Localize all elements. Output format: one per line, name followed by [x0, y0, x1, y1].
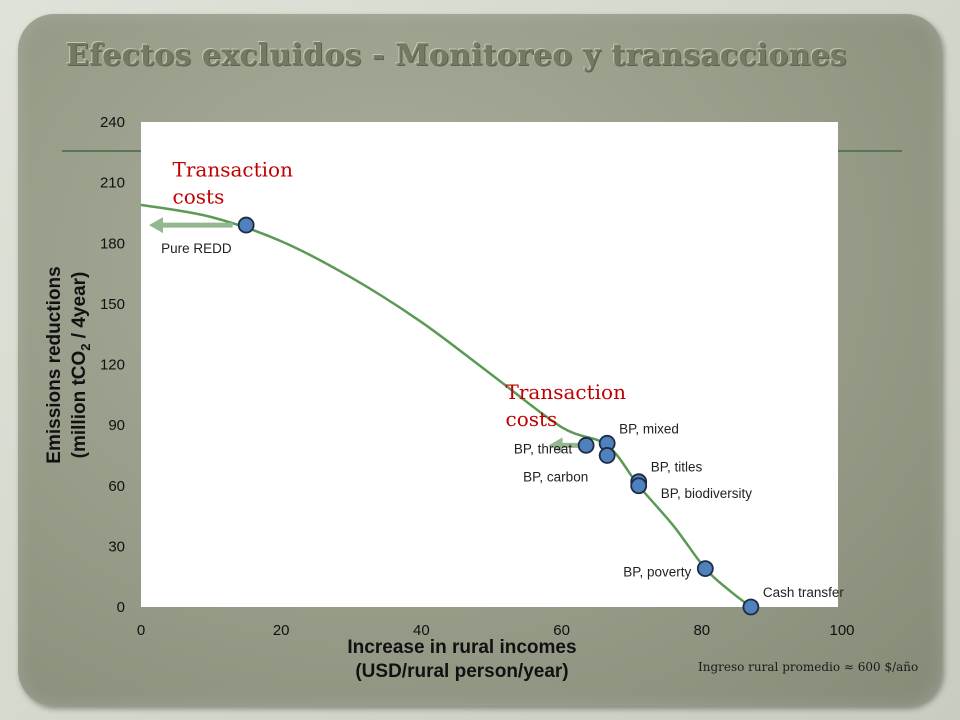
x-tick-label: 60	[553, 622, 570, 639]
y-tick-label: 150	[100, 296, 125, 313]
y-tick-labels: 0 30 60 90 120 150 180 210 240	[100, 114, 125, 616]
data-point	[742, 598, 760, 616]
point-label: Cash transfer	[763, 585, 845, 600]
annotation-transaction-costs-line2: costs	[506, 407, 558, 431]
data-point	[237, 216, 255, 234]
y-axis-units-subscript: 2	[78, 343, 93, 350]
x-tick-label: 0	[137, 622, 145, 639]
slide-title: Efectos excluidos - Monitoreo y transacc…	[66, 38, 847, 73]
annotation-transaction-costs: Transaction	[506, 380, 627, 404]
y-tick-label: 0	[117, 599, 125, 616]
y-tick-label: 240	[100, 114, 125, 131]
y-axis-label-units: (million tCO2 / 4year)	[69, 272, 93, 459]
annotation-transaction-costs: Transaction	[173, 158, 294, 182]
transaction-cost-arrow-head	[149, 217, 163, 234]
footnote-average-rural-income: Ingreso rural promedio ≈ 600 $/año	[698, 660, 919, 674]
y-tick-label: 90	[108, 417, 125, 434]
x-axis-label: Increase in rural incomes	[347, 637, 576, 658]
point-label: BP, poverty	[623, 565, 691, 580]
y-tick-label: 180	[100, 235, 125, 252]
point-label: Pure REDD	[161, 241, 232, 256]
points-layer	[237, 216, 760, 616]
x-axis-label-units: (USD/rural person/year)	[355, 661, 568, 682]
x-tick-label: 100	[829, 622, 854, 639]
point-label: BP, carbon	[523, 469, 588, 484]
data-point	[696, 560, 714, 578]
y-tick-label: 210	[100, 175, 125, 192]
y-tick-label: 120	[100, 357, 125, 374]
point-labels-layer: Pure REDD BP, mixed BP, threat BP, carbon BP…	[161, 241, 844, 600]
annotation-transaction-costs-line2: costs	[173, 185, 225, 209]
data-point	[598, 447, 616, 464]
point-label: BP, threat	[514, 441, 573, 456]
data-point	[577, 436, 595, 454]
transaction-cost-arrow-head	[548, 437, 563, 454]
y-axis-label: Emissions reductions	[44, 266, 65, 463]
y-axis-label-group: Emissions reductions (million tCO2 / 4ye…	[44, 266, 93, 463]
y-tick-label: 30	[108, 538, 125, 555]
plot-area	[141, 122, 838, 607]
x-tick-label: 20	[273, 622, 290, 639]
point-label: BP, titles	[651, 460, 703, 475]
point-label: BP, mixed	[619, 421, 679, 436]
x-tick-label: 80	[693, 622, 710, 639]
x-tick-label: 40	[413, 622, 430, 639]
point-label: BP, biodiversity	[661, 486, 753, 501]
annotations-layer: Transaction costs Transaction costs	[173, 158, 627, 431]
y-axis-units-pre: (million tCO	[69, 351, 90, 459]
y-tick-label: 60	[108, 478, 125, 495]
y-axis-units-post: / 4year)	[69, 272, 90, 344]
data-point	[630, 477, 648, 495]
x-tick-labels: 0 20 40 60 80 100	[137, 622, 855, 639]
